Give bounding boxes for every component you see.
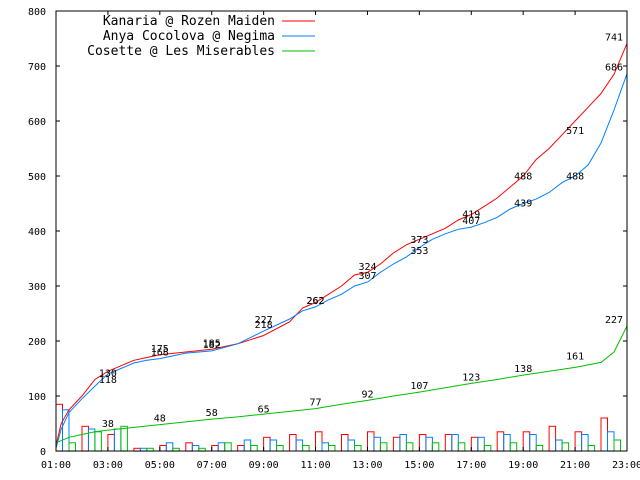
y-tick-label: 500 [28,172,46,183]
data-label: 118 [99,375,117,386]
data-label: 185 [203,338,221,349]
data-label: 175 [151,344,169,355]
data-labels: 130 175 185 227 262 324 373 419 488 571 741 118 168 1… [99,32,623,430]
x-tick-label: 23:00 [612,460,640,471]
data-label: 227 [605,315,623,326]
data-label: 38 [102,419,114,430]
data-label: 307 [358,271,376,282]
data-label: 324 [358,262,376,273]
x-tick-label: 13:00 [352,460,382,471]
y-tick-label: 0 [40,447,46,458]
series-line [55,73,628,449]
y-tick-label: 400 [28,227,46,238]
data-label: 741 [605,32,623,43]
series-lines [55,43,628,449]
x-tick-label: 11:00 [300,460,330,471]
y-tick-label: 100 [28,392,46,403]
x-tick-label: 07:00 [197,460,227,471]
series-line [55,43,628,446]
y-tick-label: 700 [28,62,46,73]
data-label: 419 [462,210,480,221]
x-tick-label: 21:00 [560,460,590,471]
series-line [55,325,628,444]
data-label: 218 [255,320,273,331]
y-tick-label: 200 [28,337,46,348]
legend-label: Kanaria @ Rozen Maiden [103,14,275,29]
data-label: 571 [566,126,584,137]
data-label: 107 [410,381,428,392]
data-label: 227 [255,315,273,326]
data-label: 262 [306,296,324,307]
data-label: 130 [99,369,117,380]
data-label: 77 [309,398,321,409]
x-tick-label: 01:00 [41,460,71,471]
y-tick-label: 800 [28,7,46,18]
data-label: 686 [605,63,623,74]
data-label: 58 [206,408,218,419]
data-label: 488 [566,172,584,183]
data-label: 262 [306,296,324,307]
data-label: 92 [361,389,373,400]
data-label: 123 [462,372,480,383]
x-tick-label: 15:00 [404,460,434,471]
data-label: 161 [566,351,584,362]
data-label: 65 [258,404,270,415]
x-tick-label: 19:00 [508,460,538,471]
x-tick-label: 05:00 [145,460,175,471]
y-tick-label: 300 [28,282,46,293]
data-label: 138 [514,364,532,375]
data-label: 439 [514,199,532,210]
x-tick-label: 09:00 [249,460,279,471]
y-tick-label: 600 [28,117,46,128]
data-label: 373 [410,235,428,246]
legend-label: Cosette @ Les Miserables [87,44,275,59]
axis-ticks: 0 100 200 300 400 500 600 700 800 01:00 03:00 05:00… [28,7,640,471]
x-tick-label: 03:00 [93,460,123,471]
data-label: 182 [203,340,221,351]
data-label: 407 [462,216,480,227]
data-label: 353 [410,246,428,257]
x-tick-label: 17:00 [456,460,486,471]
data-label: 488 [514,172,532,183]
data-label: 168 [151,348,169,359]
data-label: 48 [154,414,166,425]
legend-label: Anya Cocolova @ Negima [103,29,275,44]
